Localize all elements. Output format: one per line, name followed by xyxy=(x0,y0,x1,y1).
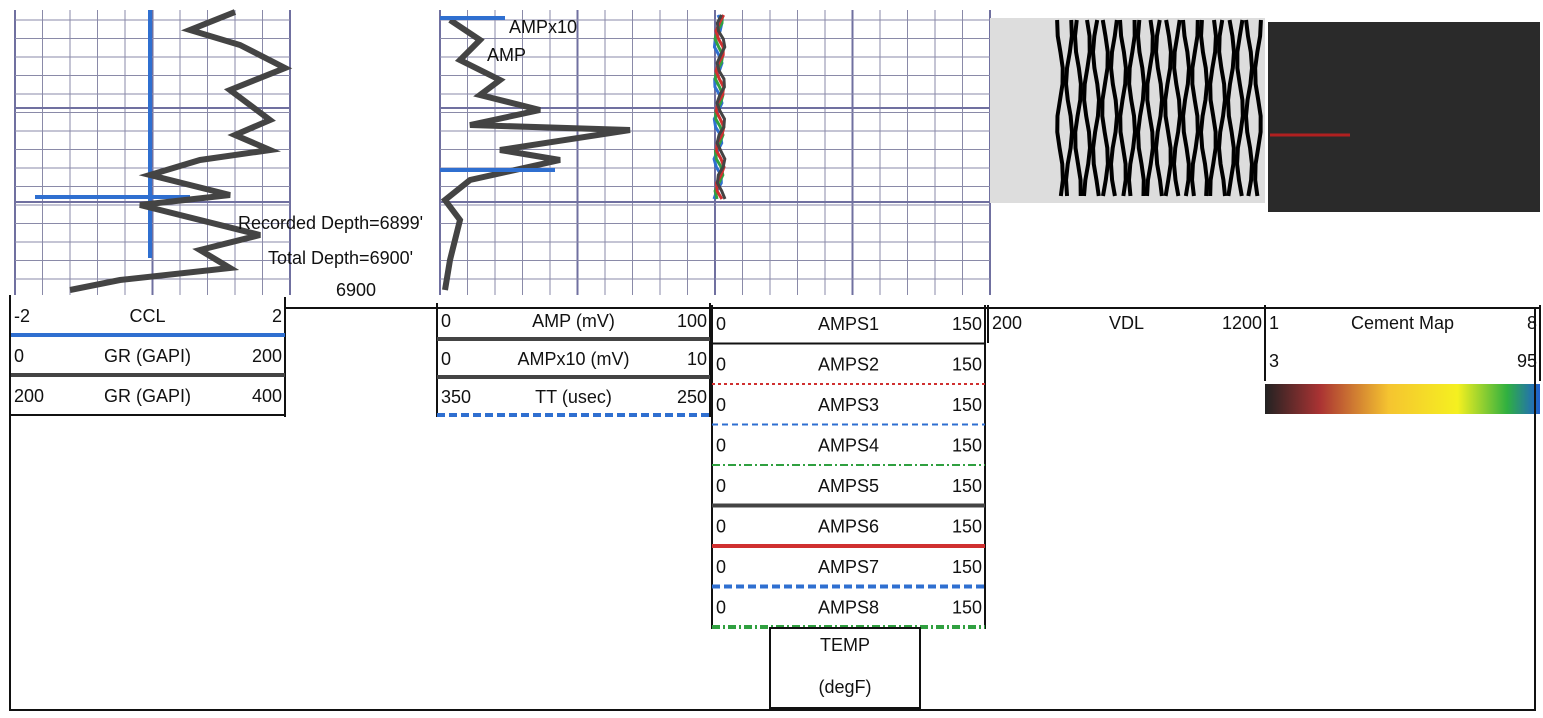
scale-left: 0 xyxy=(716,314,726,334)
temp-name: TEMP xyxy=(820,635,870,655)
vdl-stripe xyxy=(1064,19,1075,197)
scale-left: 200 xyxy=(992,313,1022,333)
vdl-stripe xyxy=(1163,19,1173,197)
vdl-stripe xyxy=(1253,19,1263,197)
tracks xyxy=(14,9,1540,295)
scale-right: 150 xyxy=(952,476,982,496)
annotation: Total Depth=6900' xyxy=(268,248,413,268)
headers: -2 CCL 2 0 GR (GAPI) 200 200 GR (GAPI) 400 0 AMP (… xyxy=(9,297,1541,629)
scale-right: 150 xyxy=(952,557,982,577)
curve-name: AMPx10 (mV) xyxy=(517,349,629,369)
scale-right: 150 xyxy=(952,355,982,375)
vdl-stripe xyxy=(1243,19,1254,197)
scale-left: 200 xyxy=(14,386,44,406)
scale-left: -2 xyxy=(14,306,30,326)
scale-right: 95 xyxy=(1517,351,1537,371)
curve-name: GR (GAPI) xyxy=(104,386,191,406)
scale-right: 8 xyxy=(1527,313,1537,333)
scale-left: 0 xyxy=(441,349,451,369)
scale-left: 1 xyxy=(1269,313,1279,333)
vdl-stripe xyxy=(1118,19,1128,197)
gr-curve xyxy=(69,9,293,293)
vdl-stripe xyxy=(1171,19,1182,197)
scale-left: 0 xyxy=(716,436,726,456)
vdl-stripe xyxy=(1235,19,1245,197)
scale-right: 150 xyxy=(952,517,982,537)
frame xyxy=(9,295,1536,711)
temp-unit: (degF) xyxy=(818,677,871,697)
scale-right: 10 xyxy=(687,349,707,369)
color-bar xyxy=(1265,384,1540,414)
vdl-stripe xyxy=(1073,19,1083,197)
scale-left: 0 xyxy=(716,355,726,375)
curve-name: AMPS7 xyxy=(818,557,879,577)
scale-right: 200 xyxy=(252,346,282,366)
scale-left: 0 xyxy=(716,395,726,415)
scale-right: 150 xyxy=(952,598,982,618)
vdl-stripe xyxy=(1208,19,1218,197)
curve-name: AMPS4 xyxy=(818,436,879,456)
vdl-stripe xyxy=(1181,19,1191,197)
annotation: Recorded Depth=6899' xyxy=(238,213,423,233)
curve-name: AMPS6 xyxy=(818,517,879,537)
curve-name: AMPS1 xyxy=(818,314,879,334)
curve-name: AMP (mV) xyxy=(532,311,615,331)
curve-name: AMPS2 xyxy=(818,355,879,375)
scale-right: 150 xyxy=(952,395,982,415)
curve-name: TT (usec) xyxy=(535,387,612,407)
scale-left: 0 xyxy=(716,557,726,577)
scale-right: 1200 xyxy=(1222,313,1262,333)
vdl-stripe xyxy=(1216,19,1227,197)
amps-curve xyxy=(712,14,724,200)
vdl-stripe xyxy=(1090,19,1101,197)
scale-right: 100 xyxy=(677,311,707,331)
scale-right: 150 xyxy=(952,436,982,456)
amp-curve xyxy=(440,17,631,291)
scale-left: 0 xyxy=(716,598,726,618)
curve-name: AMPS3 xyxy=(818,395,879,415)
cement-map-image xyxy=(1268,22,1540,212)
annotation: AMPx10 xyxy=(509,17,577,37)
scale-left: 0 xyxy=(14,346,24,366)
scale-left: 0 xyxy=(716,476,726,496)
vdl-stripe xyxy=(1100,19,1110,197)
scale-right: 400 xyxy=(252,386,282,406)
curve-name: VDL xyxy=(1109,313,1144,333)
depth-label: 6900 xyxy=(336,280,376,300)
vdl-stripe xyxy=(1055,19,1065,197)
scale-left: 3 xyxy=(1269,351,1279,371)
annotation: AMP xyxy=(487,45,526,65)
scale-left: 0 xyxy=(716,517,726,537)
scale-right: 150 xyxy=(952,314,982,334)
scale-right: 250 xyxy=(677,387,707,407)
vdl-stripe xyxy=(1190,19,1200,197)
curve-name: GR (GAPI) xyxy=(104,346,191,366)
vdl-stripe xyxy=(1126,19,1137,197)
temp-box xyxy=(769,627,921,709)
vdl-stripe xyxy=(1154,19,1165,197)
curve-name: CCL xyxy=(129,306,165,326)
curve-name: Cement Map xyxy=(1351,313,1454,333)
vdl-stripe xyxy=(1135,19,1146,197)
vdl-stripe xyxy=(1082,19,1092,197)
vdl-stripe xyxy=(1109,19,1120,197)
curve-name: AMPS5 xyxy=(818,476,879,496)
vdl-stripe xyxy=(1145,19,1155,197)
vdl-stripe xyxy=(1226,19,1236,197)
vdl-stripe xyxy=(1199,19,1210,197)
scale-left: 0 xyxy=(441,311,451,331)
scale-right: 2 xyxy=(272,306,282,326)
curve-name: AMPS8 xyxy=(818,598,879,618)
amps-curve xyxy=(715,14,727,200)
scale-left: 350 xyxy=(441,387,471,407)
